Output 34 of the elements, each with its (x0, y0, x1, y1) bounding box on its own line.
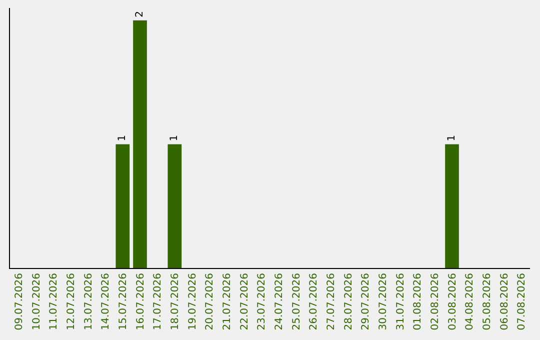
data-label: 1 (169, 134, 180, 142)
x-tick-label: 25.07.2026 (291, 273, 302, 330)
x-tick-label: 20.07.2026 (204, 273, 216, 330)
x-tick-label: 15.07.2026 (118, 273, 129, 330)
data-label: 1 (446, 134, 458, 142)
x-tick-label: 11.07.2026 (48, 273, 60, 330)
data-label: 1 (117, 134, 128, 142)
x-tick-label: 23.07.2026 (256, 273, 268, 330)
x-tick-label: 21.07.2026 (222, 273, 233, 330)
data-label: 2 (134, 11, 146, 18)
x-tick-label: 24.07.2026 (274, 273, 285, 330)
x-tick-label: 01.08.2026 (412, 273, 424, 330)
x-tick-label: 03.08.2026 (447, 273, 458, 330)
x-tick-label: 19.07.2026 (187, 273, 198, 330)
x-tick-label: 14.07.2026 (100, 273, 112, 330)
x-tick-label: 10.07.2026 (31, 273, 42, 330)
x-tick-label: 06.08.2026 (499, 273, 510, 330)
x-tick-label: 30.07.2026 (378, 273, 389, 330)
x-tick-label: 05.08.2026 (482, 273, 493, 330)
x-tick-label: 26.07.2026 (308, 273, 320, 330)
x-tick-label: 31.07.2026 (395, 273, 406, 330)
x-tick-label: 09.07.2026 (14, 273, 25, 330)
x-tick-label: 29.07.2026 (360, 273, 372, 330)
x-tick-label: 18.07.2026 (170, 273, 181, 330)
x-tick-label: 16.07.2026 (135, 273, 146, 330)
x-tick-label: 07.08.2026 (516, 273, 528, 330)
x-tick-label: 13.07.2026 (83, 273, 94, 330)
x-tick-label: 02.08.2026 (430, 273, 441, 330)
x-tick-label: 28.07.2026 (343, 273, 354, 330)
x-tick-label: 17.07.2026 (152, 273, 164, 330)
x-tick-label: 04.08.2026 (464, 273, 476, 330)
x-tick-label: 22.07.2026 (239, 273, 250, 330)
x-tick-label: 27.07.2026 (326, 273, 337, 330)
x-tick-label: 12.07.2026 (66, 273, 77, 330)
